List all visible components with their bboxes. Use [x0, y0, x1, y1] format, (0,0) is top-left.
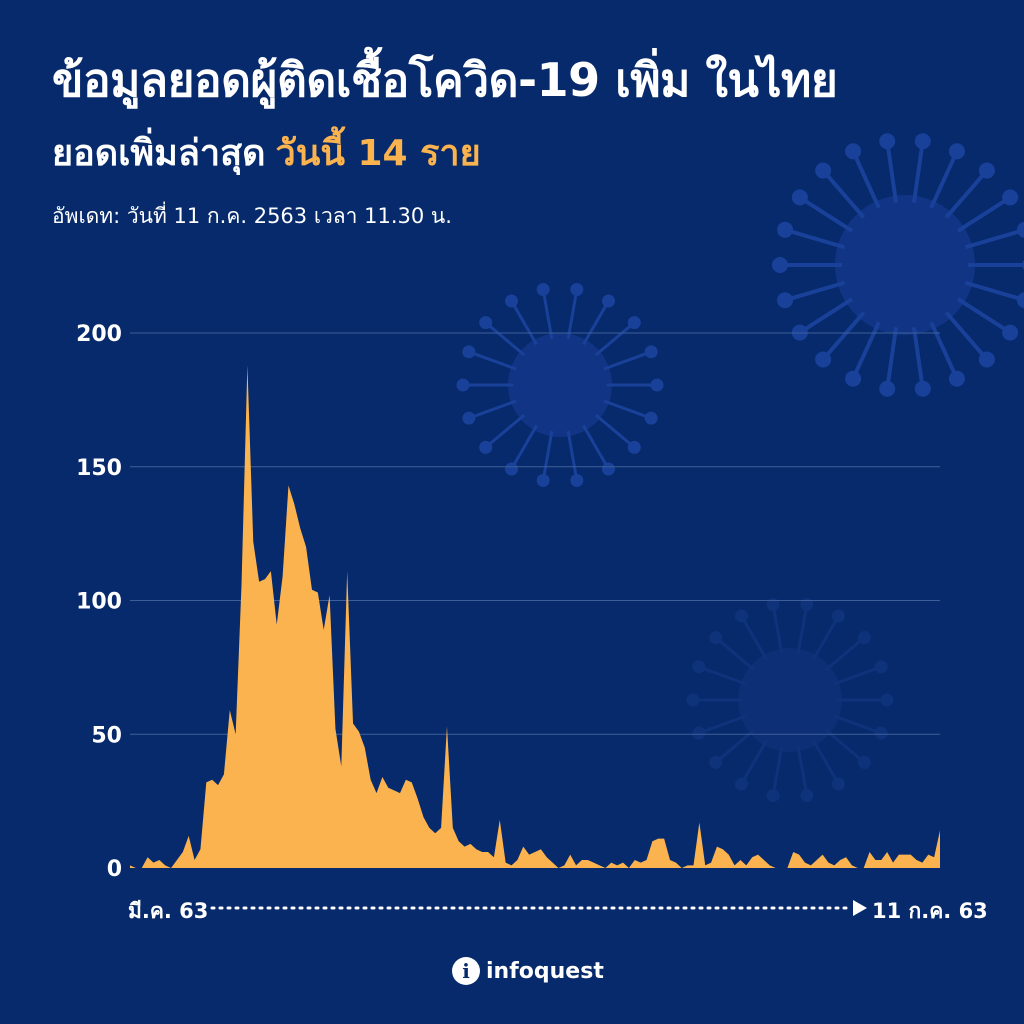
virus-decoration-icon [456, 133, 1024, 803]
x-axis-start-label: มี.ค. 63 [128, 899, 209, 923]
cases-area-series [130, 365, 940, 868]
subtitle-highlight: วันนี้ 14 ราย [275, 133, 481, 174]
arrow-right-icon [853, 900, 867, 916]
logo-text: infoquest [486, 958, 604, 984]
y-tick-label: 50 [91, 723, 122, 748]
page-title: ข้อมูลยอดผู้ติดเชื้อโควิด-19 เพิ่ม ในไทย [52, 53, 838, 107]
info-icon: i [452, 957, 480, 985]
y-tick-label: 100 [76, 590, 122, 615]
x-axis-end-label: 11 ก.ค. 63 [872, 899, 988, 923]
y-tick-label: 150 [76, 456, 122, 481]
x-axis-arrow [210, 900, 867, 916]
y-axis-ticks: 0 50 100 150 200 [76, 322, 122, 882]
y-tick-label: 0 [107, 857, 122, 882]
subtitle-prefix: ยอดเพิ่มล่าสุด [52, 133, 266, 174]
update-timestamp: อัพเดท: วันที่ 11 ก.ค. 2563 เวลา 11.30 น… [52, 204, 452, 228]
y-tick-label: 200 [76, 322, 122, 347]
page-subtitle: ยอดเพิ่มล่าสุด วันนี้ 14 ราย [52, 124, 481, 181]
infoquest-logo: i infoquest [452, 954, 604, 988]
